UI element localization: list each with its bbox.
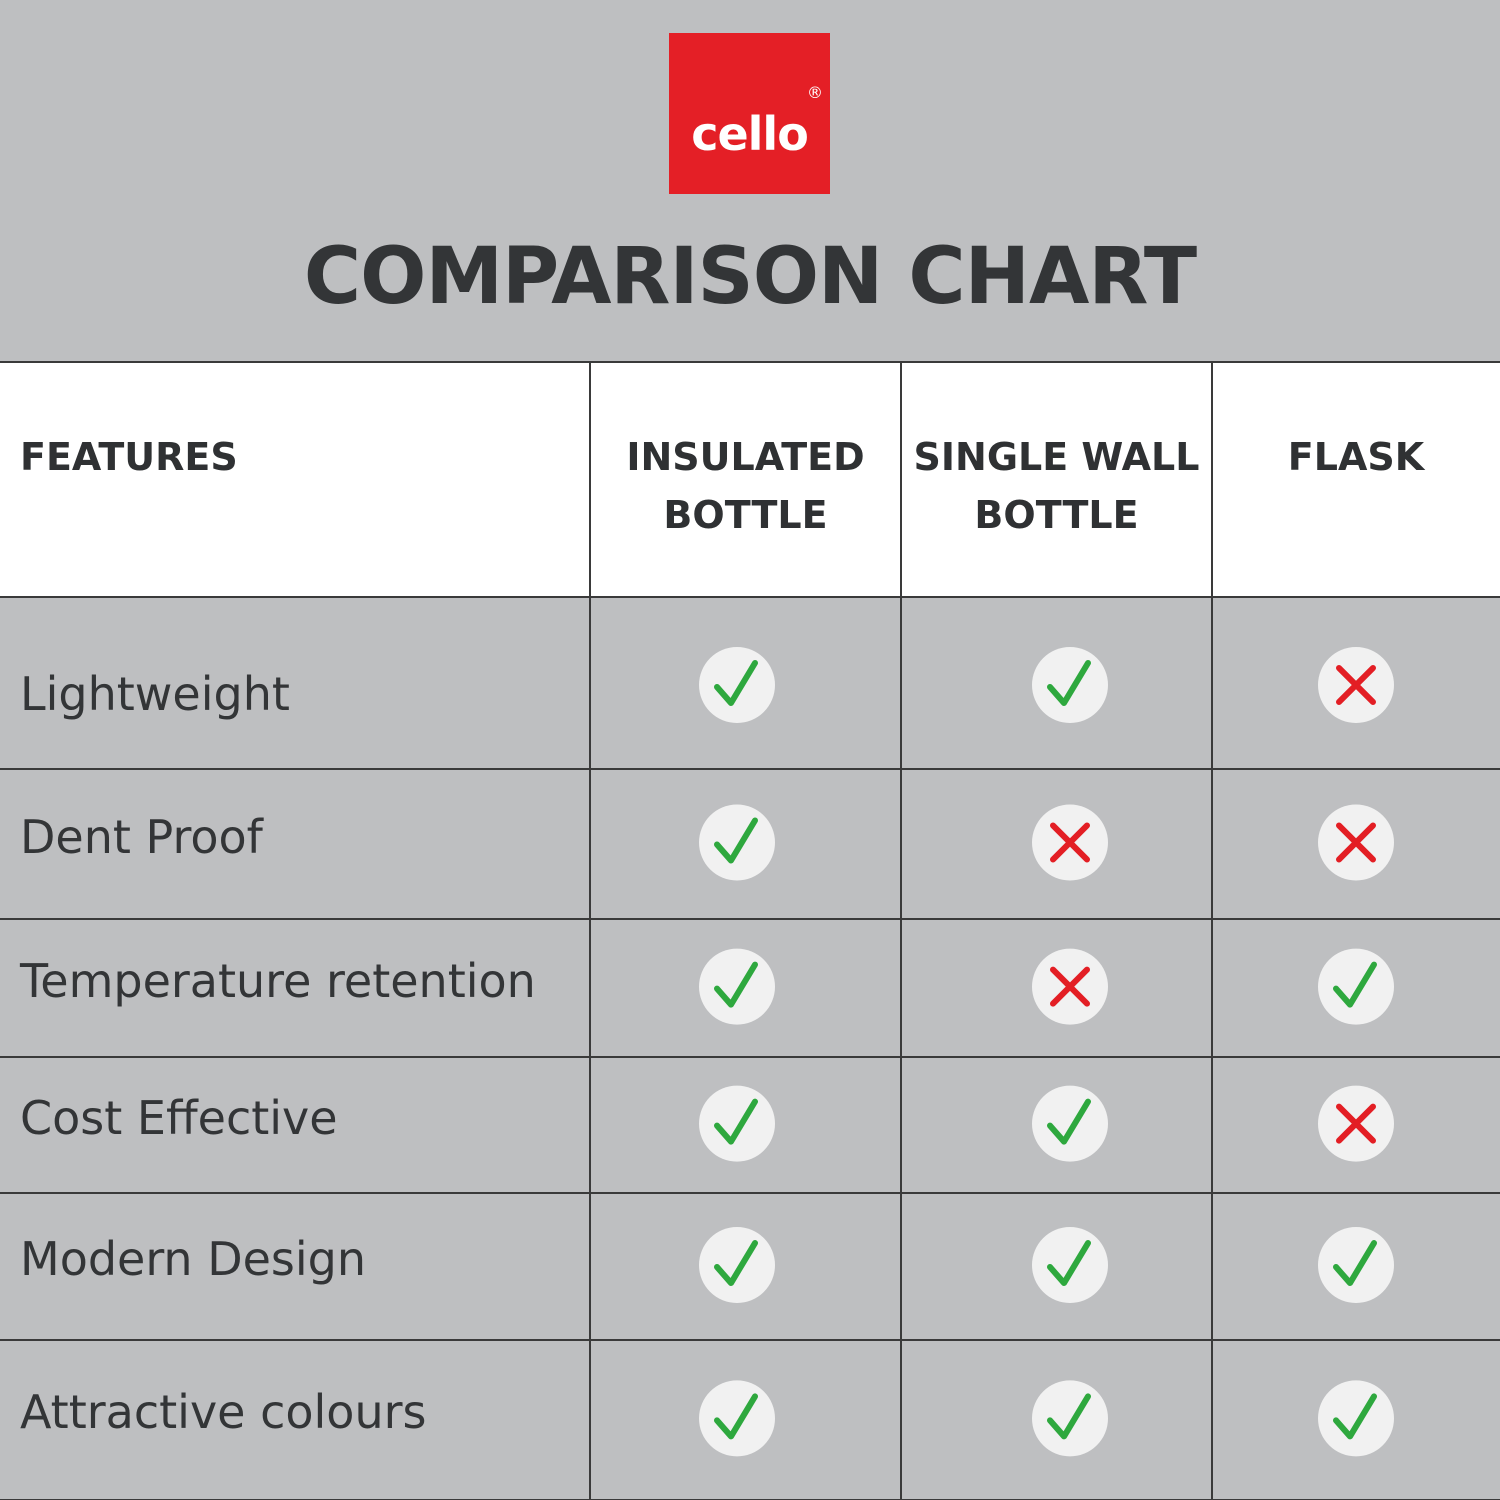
feature-label: Attractive colours: [20, 1385, 427, 1440]
check-mark: [1047, 1240, 1091, 1287]
header-row: [0, 362, 1500, 597]
check-mark: [714, 817, 758, 864]
check-mark: [714, 961, 758, 1008]
cross-icon: [1032, 948, 1108, 1025]
cross-icon: [1318, 647, 1394, 723]
check-icon: [699, 1380, 775, 1457]
icon-circle: [699, 804, 775, 881]
check-mark: [714, 1098, 758, 1145]
icon-circle: [699, 948, 775, 1025]
check-mark: [1047, 1393, 1091, 1440]
cross-mark: [1336, 665, 1376, 705]
icon-circle: [699, 647, 775, 723]
check-icon: [699, 804, 775, 881]
feature-label: Dent Proof: [20, 809, 263, 864]
title: COMPARISON CHART: [303, 232, 1197, 322]
icon-circle: [1032, 647, 1108, 723]
check-icon: [1032, 1085, 1108, 1162]
cross-mark: [1050, 966, 1090, 1007]
check-icon: [699, 647, 775, 723]
icon-circle: [699, 1227, 775, 1304]
check-icon: [1318, 948, 1394, 1025]
logo-registered: ®: [807, 83, 823, 102]
feature-label: Temperature retention: [20, 953, 536, 1008]
logo-text: cello: [691, 107, 809, 161]
cross-icon: [1318, 804, 1394, 881]
icon-circle: [699, 1085, 775, 1162]
icon-circle: [699, 1380, 775, 1457]
check-icon: [1318, 1227, 1394, 1304]
check-mark: [1047, 1098, 1091, 1145]
check-icon: [699, 1227, 775, 1304]
icon-circle: [1032, 1380, 1108, 1457]
icon-circle: [1318, 1380, 1394, 1457]
icon-circle: [1318, 1227, 1394, 1304]
cross-mark: [1336, 822, 1376, 863]
check-mark: [714, 1240, 758, 1287]
check-mark: [1333, 1240, 1377, 1287]
check-mark: [1333, 1393, 1377, 1440]
cross-icon: [1318, 1085, 1394, 1162]
check-icon: [699, 948, 775, 1025]
header-cell: SINGLE WALL BOTTLE: [913, 435, 1200, 537]
feature-label: Cost Effective: [20, 1090, 338, 1145]
feature-label: Modern Design: [20, 1232, 367, 1287]
header-cell: FEATURES: [20, 435, 238, 479]
cross-icon: [1032, 804, 1108, 881]
cross-mark: [1050, 822, 1090, 863]
icon-circle: [1032, 1227, 1108, 1304]
cross-mark: [1336, 1103, 1376, 1144]
check-icon: [1032, 1227, 1108, 1304]
header-cell: INSULATED BOTTLE: [626, 435, 865, 537]
check-icon: [1318, 1380, 1394, 1457]
header-cell: FLASK: [1287, 435, 1425, 479]
check-icon: [1032, 1380, 1108, 1457]
logo: cello ®: [669, 33, 830, 194]
check-icon: [1032, 647, 1108, 723]
check-mark: [1333, 961, 1377, 1008]
check-icon: [699, 1085, 775, 1162]
icon-circle: [1032, 1085, 1108, 1162]
icon-circle: [1318, 948, 1394, 1025]
feature-label: Lightweight: [20, 667, 290, 721]
check-mark: [714, 660, 758, 706]
check-mark: [714, 1393, 758, 1440]
check-mark: [1047, 660, 1091, 706]
